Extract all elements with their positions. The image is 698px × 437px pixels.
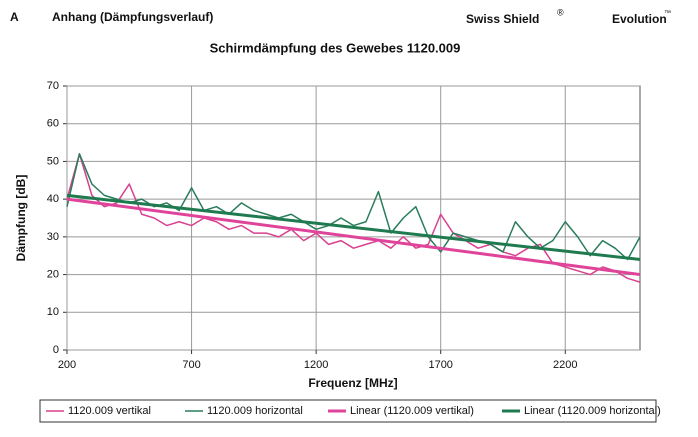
y-tick-label: 50 xyxy=(47,155,59,167)
y-tick-label: 70 xyxy=(47,80,59,92)
legend-label: 1120.009 vertikal xyxy=(68,405,151,417)
brand-mark: ® xyxy=(557,7,564,17)
y-axis-label: Dämpfung [dB] xyxy=(14,175,28,262)
y-tick-label: 60 xyxy=(47,118,59,130)
x-tick-label: 700 xyxy=(182,359,200,371)
header-title: Anhang (Dämpfungsverlauf) xyxy=(52,10,213,24)
y-tick-label: 40 xyxy=(47,193,59,205)
series-line xyxy=(66,197,641,277)
section-label: A xyxy=(10,10,19,24)
y-tick-label: 0 xyxy=(53,344,59,356)
product: Evolution xyxy=(612,12,667,26)
x-tick-label: 1200 xyxy=(304,359,328,371)
series-line xyxy=(66,153,641,283)
chart-title: Schirmdämpfung des Gewebes 1120.009 xyxy=(210,40,461,55)
x-tick-label: 1700 xyxy=(428,359,452,371)
product-mark: ™ xyxy=(664,10,671,17)
y-tick-label: 10 xyxy=(47,306,59,318)
brand: Swiss Shield xyxy=(466,12,539,26)
y-tick-label: 20 xyxy=(47,268,59,280)
legend-label: Linear (1120.009 horizontal) xyxy=(524,405,661,417)
legend-label: 1120.009 horizontal xyxy=(207,405,303,417)
series-line xyxy=(66,193,641,261)
x-axis-label: Frequenz [MHz] xyxy=(308,376,397,390)
y-tick-label: 30 xyxy=(47,231,59,243)
x-tick-label: 2200 xyxy=(553,359,577,371)
legend-box xyxy=(39,399,657,423)
series-line xyxy=(66,153,641,261)
x-tick-label: 200 xyxy=(58,359,76,371)
legend-label: Linear (1120.009 vertikal) xyxy=(350,405,474,417)
